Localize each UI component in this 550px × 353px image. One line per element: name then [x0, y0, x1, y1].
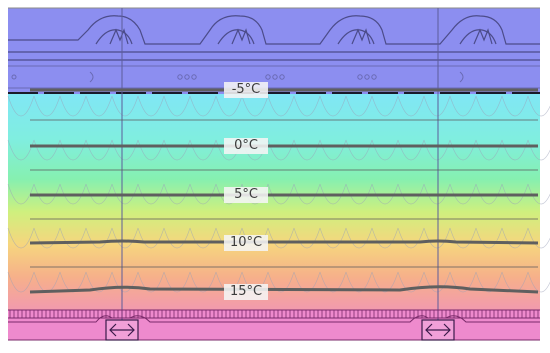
battens [8, 65, 540, 89]
isotherm-line-15 [29, 285, 539, 294]
double-arrow-icon [421, 319, 455, 341]
insulation-wave [7, 183, 550, 205]
isotherm-label-minus5: -5°C [224, 82, 268, 98]
insulation-pattern [7, 95, 550, 293]
rafters [121, 8, 439, 340]
roof-cover-zone [8, 8, 540, 94]
isotherm-label-10: 10°C [224, 235, 268, 251]
double-arrow-icon [105, 319, 139, 341]
insulation-temperature-zone [8, 92, 540, 310]
isotherm-label-0: 0°C [224, 138, 268, 154]
isotherm-line-10 [29, 239, 539, 245]
isotherm-label-5: 5°C [224, 187, 268, 203]
insulation-wave [7, 95, 550, 117]
drain-hole-icon [177, 74, 183, 80]
tile-icon [8, 15, 540, 45]
roof-tiles [8, 15, 540, 61]
guide-lines [30, 119, 538, 268]
lining-hatch [9, 310, 539, 318]
insulation-wave [7, 139, 550, 161]
isotherm-lines [29, 88, 539, 294]
isotherm-label-15: 15°C [224, 284, 268, 300]
